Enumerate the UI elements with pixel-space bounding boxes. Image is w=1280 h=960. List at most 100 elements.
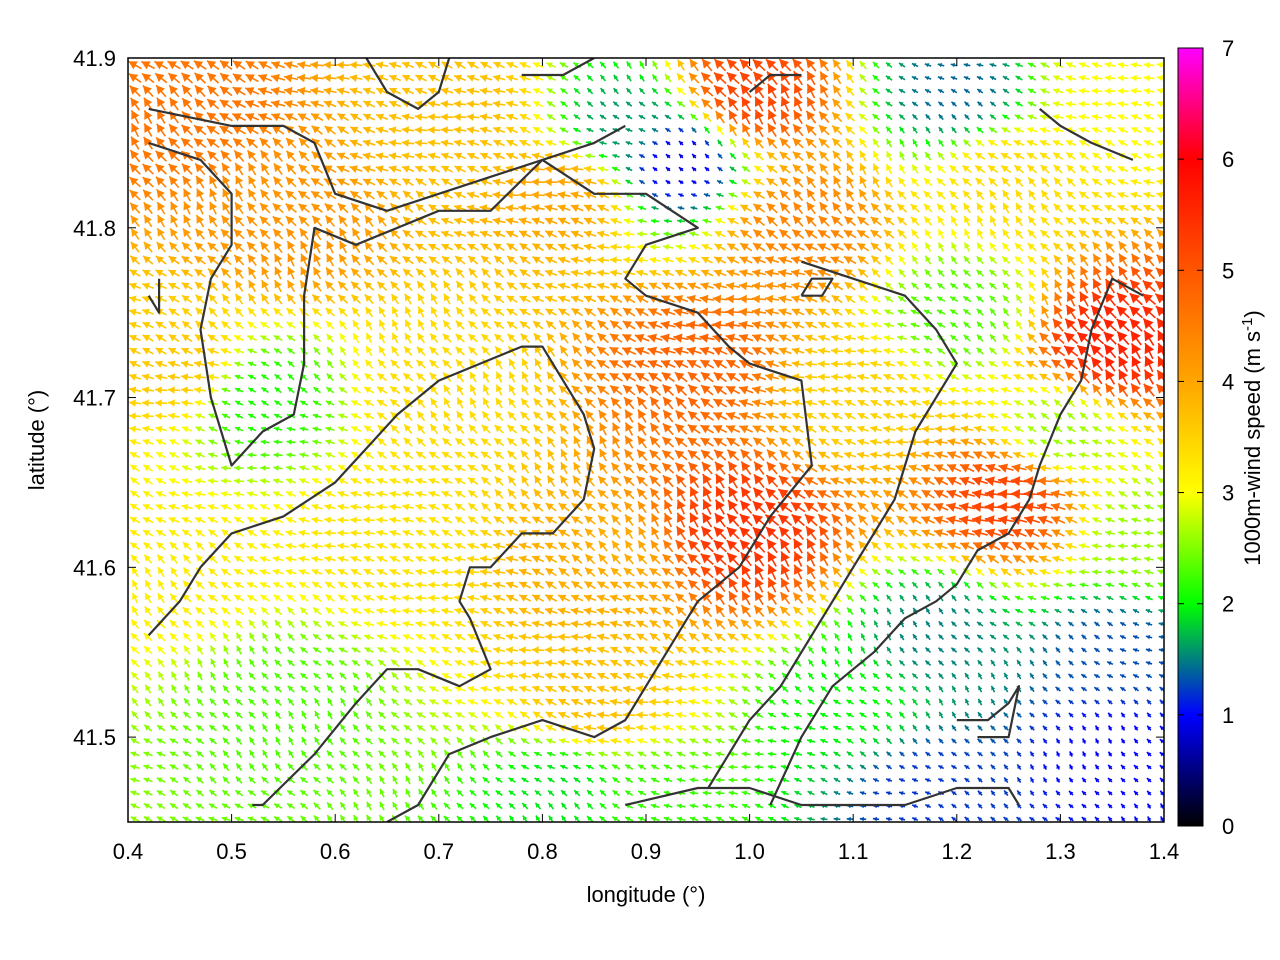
wind-arrow-head [1027, 114, 1034, 120]
wind-arrow-head [652, 180, 658, 185]
wind-arrow-head [1000, 140, 1009, 147]
wind-arrow-head [284, 73, 293, 83]
wind-arrow-head [1078, 87, 1085, 95]
wind-arrow-head [248, 175, 257, 185]
wind-arrow-head [1026, 139, 1034, 147]
wind-arrow-head [689, 72, 698, 82]
wind-arrow-head [169, 124, 178, 134]
wind-arrow-head [938, 139, 944, 145]
wind-arrow-head [168, 163, 178, 173]
wind-arrow-head [613, 61, 619, 67]
wind-arrow-head [740, 84, 751, 95]
wind-arrow-head [690, 113, 697, 120]
wind-arrow-head [129, 190, 139, 199]
wind-arrow-head [388, 165, 397, 173]
wind-arrow-head [349, 87, 358, 95]
wind-arrow-head [441, 178, 450, 186]
wind-arrow-head [337, 139, 346, 147]
wind-arrow-head [506, 113, 514, 121]
wind-arrow-head [599, 128, 605, 133]
wind-arrow-head [665, 60, 672, 68]
wind-arrow-head [1144, 114, 1151, 121]
wind-arrow-head [531, 191, 539, 200]
wind-arrow-head [376, 190, 385, 199]
wind-arrow-head [415, 61, 424, 69]
wind-arrow-head [492, 178, 501, 186]
wind-arrow-head [363, 100, 372, 108]
wind-arrow-head [1118, 127, 1125, 134]
wind-arrow-head [1001, 165, 1009, 173]
wind-arrow-head [337, 113, 346, 121]
wind-arrow-head [271, 61, 281, 70]
wind-arrow-head [155, 150, 165, 160]
wind-arrow-head [742, 166, 748, 172]
wind-arrow-head [518, 178, 526, 187]
wind-arrow-head [833, 175, 842, 185]
wind-arrow-head [726, 72, 737, 83]
wind-arrow-head [1117, 74, 1124, 82]
wind-arrow-head [427, 100, 436, 108]
wind-arrow-head [273, 190, 282, 199]
wind-arrow-head [453, 126, 462, 134]
wind-arrow-head [704, 126, 710, 132]
wind-arrow-head [951, 114, 957, 119]
wind-arrow-head [586, 62, 592, 68]
wind-arrow-head [130, 97, 140, 108]
wind-arrow-head [414, 113, 423, 121]
wind-arrow-head [1040, 62, 1047, 68]
wind-arrow-head [780, 123, 790, 134]
wind-arrow-head [492, 165, 501, 173]
wind-arrow-head [1015, 101, 1021, 107]
wind-arrow-head [401, 152, 410, 160]
wind-arrow-head [467, 61, 476, 69]
wind-arrow-head [1143, 153, 1151, 160]
wind-arrow-head [613, 101, 618, 106]
wind-arrow-head [310, 87, 319, 96]
wind-arrow-head [899, 151, 905, 158]
wind-arrow-head [846, 150, 854, 159]
wind-arrow-head [1131, 140, 1138, 147]
wind-arrow-head [297, 100, 306, 109]
wind-arrow-head [779, 137, 789, 147]
wind-arrow-head [311, 165, 320, 173]
wind-arrow-head [1026, 127, 1034, 134]
wind-arrow-head [1027, 62, 1034, 68]
wind-arrow-head [885, 114, 891, 120]
wind-arrow-head [235, 188, 244, 198]
wind-arrow-head [324, 191, 333, 199]
wind-arrow-head [714, 98, 725, 108]
wind-arrow-head [480, 139, 489, 147]
wind-arrow-head [401, 113, 410, 121]
wind-arrow-head [819, 138, 828, 147]
wind-arrow-head [533, 127, 541, 134]
wind-arrow-head [222, 188, 231, 198]
wind-arrow-head [337, 100, 346, 108]
wind-arrow-head [350, 191, 359, 199]
wind-arrow-head [453, 139, 462, 147]
wind-arrow-head [284, 61, 293, 70]
wind-arrow-head [195, 163, 204, 173]
wind-arrow-head [1156, 152, 1164, 160]
wind-arrow-head [677, 101, 684, 107]
wind-arrow-head [560, 101, 566, 107]
wind-arrow-head [730, 138, 736, 146]
wind-arrow-head [639, 88, 644, 93]
wind-arrow-head [518, 165, 527, 174]
wind-arrow-head [466, 100, 474, 108]
wind-arrow-head [182, 176, 191, 186]
wind-arrow-head [805, 138, 815, 147]
wind-arrow-head [1156, 140, 1164, 147]
wind-arrow-head [1040, 88, 1047, 94]
wind-arrow-head [819, 111, 828, 121]
wind-arrow-head [846, 175, 855, 185]
wind-arrow-head [1078, 113, 1086, 121]
wind-arrow-head [742, 138, 750, 146]
wind-arrow-head [1143, 101, 1151, 108]
wind-arrow-head [1026, 153, 1035, 160]
wind-arrow-head [872, 176, 880, 185]
wind-arrow-head [479, 126, 488, 134]
wind-arrow-head [209, 175, 218, 185]
wind-arrow-head [780, 96, 790, 107]
